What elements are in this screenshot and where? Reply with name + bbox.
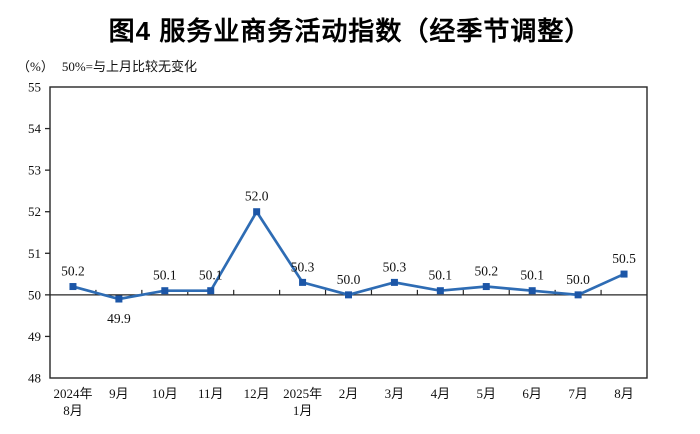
data-label: 50.1 — [199, 268, 223, 283]
x-axis-label: 4月 — [431, 386, 451, 401]
x-axis-label: 3月 — [385, 386, 405, 401]
data-label: 50.2 — [61, 264, 85, 279]
data-label: 52.0 — [245, 189, 269, 204]
data-label: 50.1 — [520, 268, 544, 283]
chart-note: 50%=与上月比较无变化 — [61, 59, 198, 74]
data-point-marker — [115, 295, 123, 303]
plot-border — [49, 86, 648, 379]
data-point-marker — [69, 283, 77, 291]
y-axis-label: 51 — [28, 246, 41, 261]
x-axis-label: 7月 — [568, 386, 588, 401]
data-label: 50.0 — [337, 272, 361, 287]
data-point-marker — [390, 278, 398, 286]
data-label: 50.3 — [291, 259, 315, 274]
y-axis-label: 48 — [28, 371, 41, 386]
x-axis-label: 9月 — [109, 386, 129, 401]
y-axis-label: 52 — [28, 204, 41, 219]
y-axis-label: 55 — [28, 80, 41, 95]
data-label: 50.3 — [383, 259, 407, 274]
x-axis-label: 11月 — [198, 386, 224, 401]
y-axis-label: 53 — [28, 163, 41, 178]
x-axis-label: 2025年 1月 — [283, 386, 322, 418]
x-axis-label: 12月 — [244, 386, 270, 401]
y-axis-unit-label: （%） — [17, 59, 54, 74]
x-axis-label: 6月 — [522, 386, 542, 401]
chart-title: 图4 服务业商务活动指数（经季节调整） — [108, 16, 592, 46]
chart-subtitle: （%） 50%=与上月比较无变化 — [17, 56, 197, 75]
data-label: 50.2 — [474, 264, 498, 279]
data-label: 49.9 — [107, 311, 131, 326]
x-axis-label: 2月 — [339, 386, 359, 401]
data-point-marker — [299, 278, 307, 286]
y-axis-label: 50 — [28, 287, 41, 302]
x-axis-label: 8月 — [614, 386, 634, 401]
data-point-marker — [207, 287, 215, 295]
data-label: 50.0 — [566, 272, 590, 287]
data-label: 50.1 — [429, 268, 453, 283]
x-axis-label: 2024年 8月 — [53, 386, 92, 418]
data-point-marker — [574, 291, 582, 299]
x-axis-label: 5月 — [477, 386, 497, 401]
y-axis-label: 49 — [28, 329, 41, 344]
data-point-marker — [620, 270, 628, 278]
data-point-marker — [482, 283, 490, 291]
data-point-marker — [528, 287, 536, 295]
y-axis-label: 54 — [28, 121, 42, 136]
x-axis-label: 10月 — [152, 386, 178, 401]
data-point-marker — [436, 287, 444, 295]
data-point-marker — [345, 291, 352, 299]
data-label: 50.5 — [612, 251, 636, 266]
data-label: 50.1 — [153, 268, 177, 283]
data-point-marker — [161, 287, 169, 295]
data-point-marker — [253, 208, 261, 216]
